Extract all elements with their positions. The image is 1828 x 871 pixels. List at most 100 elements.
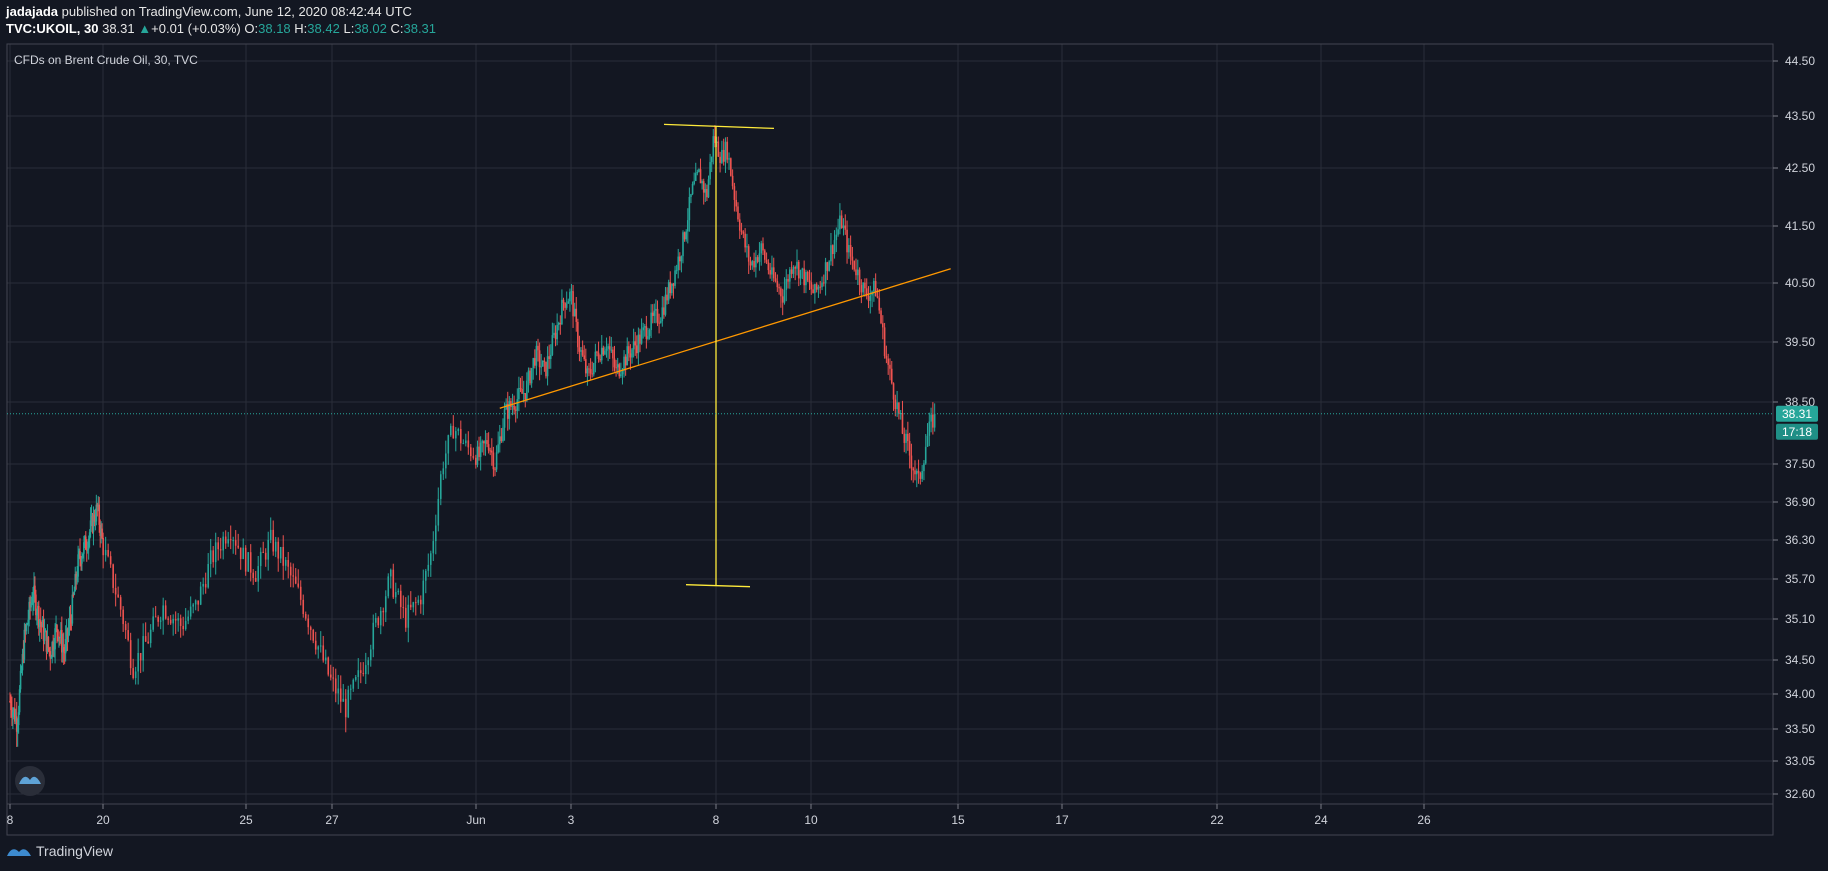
candle-body xyxy=(856,269,859,276)
candle-body xyxy=(762,243,764,251)
footer-brand[interactable]: TradingView xyxy=(36,843,114,859)
candle-body xyxy=(219,549,222,551)
candle-body xyxy=(254,578,257,582)
candle-body xyxy=(830,245,832,262)
candle-body xyxy=(835,234,838,241)
candle-body xyxy=(217,542,219,550)
candle-body xyxy=(597,352,600,359)
x-tick-label: 8 xyxy=(7,813,14,827)
x-tick-label: 3 xyxy=(568,813,575,827)
countdown-tag-label: 17:18 xyxy=(1782,425,1812,439)
candle-body xyxy=(905,433,907,443)
candle-body xyxy=(524,393,527,400)
candle-body xyxy=(889,364,891,369)
candle-body xyxy=(772,267,775,279)
candle-body xyxy=(15,716,18,732)
author-name[interactable]: jadajada xyxy=(6,4,59,19)
y-tick-label: 32.60 xyxy=(1785,787,1815,801)
candle-body xyxy=(680,256,683,262)
candle-body xyxy=(776,280,779,288)
candle-body xyxy=(23,629,26,660)
candle-body xyxy=(865,288,868,297)
candle-body xyxy=(728,158,730,160)
candle-body xyxy=(530,368,533,384)
candle-body xyxy=(209,550,212,565)
candle-body xyxy=(738,219,741,231)
candle-body xyxy=(621,370,624,375)
candle-body xyxy=(674,270,676,286)
candle-body xyxy=(666,294,668,301)
candle-body xyxy=(874,280,877,297)
time-axis[interactable]: 8 20 25 27 Jun 3 8 10 15 17 22 24 26 xyxy=(7,804,1431,827)
candle-body xyxy=(55,625,57,629)
candle-body xyxy=(594,351,597,363)
candle-body xyxy=(591,373,593,375)
candle-body xyxy=(179,618,182,626)
candle-body xyxy=(769,270,771,275)
candle-body xyxy=(908,441,911,456)
candle-body xyxy=(656,308,659,323)
candle-body xyxy=(377,618,380,626)
candle-body xyxy=(756,257,759,262)
candle-body xyxy=(429,553,432,565)
candle-body xyxy=(414,602,417,604)
candle-body xyxy=(77,554,79,577)
candle-body xyxy=(508,401,511,419)
candle-body xyxy=(89,520,92,533)
candle-body xyxy=(369,649,372,661)
annotations[interactable] xyxy=(499,123,951,588)
candle-body xyxy=(187,616,189,621)
y-tick-label: 35.70 xyxy=(1785,572,1815,586)
candle-body xyxy=(242,547,245,560)
candle-body xyxy=(873,280,875,292)
candle-body xyxy=(730,158,732,176)
y-tick-label: 34.00 xyxy=(1785,687,1815,701)
candle-body xyxy=(97,504,100,507)
y-tick-label: 36.90 xyxy=(1785,495,1815,509)
candle-body xyxy=(78,551,80,555)
candle-body xyxy=(932,414,934,428)
candle-body xyxy=(616,364,619,368)
candle-body xyxy=(714,136,716,144)
candle-body xyxy=(62,647,65,652)
candle-body xyxy=(699,169,702,184)
countdown-tag-bg xyxy=(1776,423,1818,440)
candle-body xyxy=(848,245,850,253)
candle-body xyxy=(610,349,613,351)
tradingview-watermark[interactable] xyxy=(15,766,45,796)
candle-body xyxy=(81,557,83,564)
candle-body xyxy=(837,229,839,235)
candle-body xyxy=(214,542,217,563)
candle-body xyxy=(483,441,485,444)
candle-body xyxy=(557,322,560,325)
candle-body xyxy=(57,629,59,639)
candle-body xyxy=(302,599,305,615)
candle-body xyxy=(833,240,836,255)
x-tick-label: 8 xyxy=(713,813,720,827)
candle-body xyxy=(59,637,61,639)
candle-body xyxy=(147,641,149,644)
price-axis[interactable]: 44.50 43.50 42.50 41.50 40.50 39.50 38.50 37.50… xyxy=(1773,54,1815,801)
candle-body xyxy=(13,708,16,722)
candle-body xyxy=(645,326,648,339)
candle-body xyxy=(327,657,330,675)
candle-body xyxy=(274,541,277,552)
candle-body xyxy=(596,351,598,353)
candle-body xyxy=(259,551,262,567)
candle-body xyxy=(101,528,103,538)
candle-body xyxy=(102,537,104,556)
candle-body xyxy=(722,149,725,162)
candle-body xyxy=(549,354,552,360)
x-tick-label: 17 xyxy=(1055,813,1069,827)
candle-body xyxy=(840,215,843,228)
candle-body xyxy=(127,630,129,641)
candle-body xyxy=(177,618,179,621)
candle-body xyxy=(683,232,686,240)
candle-body xyxy=(565,303,568,308)
symbol-label[interactable]: TVC:UKOIL, 30 xyxy=(6,21,99,36)
candle-body xyxy=(239,547,242,560)
candle-body xyxy=(139,652,142,661)
tradingview-logo-icon[interactable] xyxy=(6,843,32,859)
candle-body xyxy=(636,345,638,354)
